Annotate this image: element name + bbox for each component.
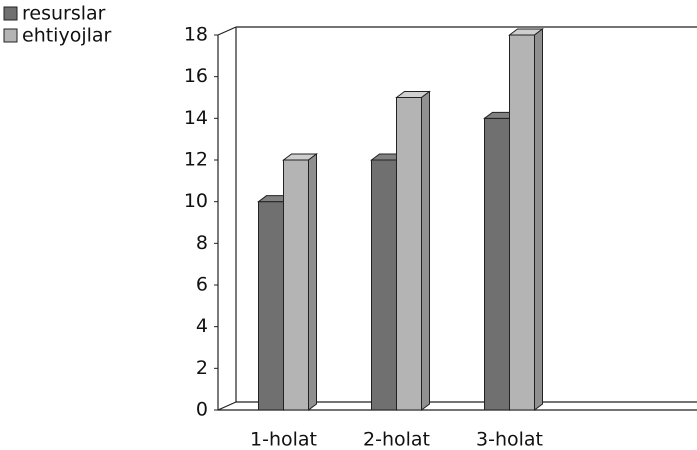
- y-tick-label: 4: [196, 315, 208, 337]
- x-tick-label: 1-holat: [250, 429, 317, 450]
- bar-face: [308, 153, 317, 411]
- y-tick-label: 16: [184, 65, 208, 87]
- y-tick-label: 18: [184, 24, 208, 46]
- legend-label: ehtiyojlar: [22, 25, 112, 47]
- bar-face: [484, 117, 510, 411]
- bar-face: [421, 90, 430, 411]
- bar: [395, 90, 431, 411]
- bar-face: [396, 97, 422, 411]
- y-tick-label: 12: [184, 149, 208, 171]
- bar-face: [371, 159, 397, 411]
- legend-swatch: [3, 28, 18, 43]
- bar-face: [509, 34, 535, 411]
- y-tick-label: 14: [184, 107, 208, 129]
- legend-label: resurslar: [22, 3, 106, 25]
- bar: [508, 28, 544, 411]
- bar-face: [534, 28, 543, 411]
- bar-face: [283, 159, 309, 411]
- y-tick-label: 2: [196, 357, 208, 379]
- bar: [282, 153, 318, 411]
- y-tick-label: 6: [196, 274, 208, 296]
- x-tick-label: 2-holat: [363, 429, 430, 450]
- bar-face: [258, 201, 284, 411]
- y-tick-label: 10: [184, 190, 208, 212]
- y-tick-label: 0: [196, 399, 208, 421]
- y-tick-label: 8: [196, 232, 208, 254]
- legend-swatch: [3, 6, 18, 21]
- x-tick-label: 3-holat: [476, 429, 543, 450]
